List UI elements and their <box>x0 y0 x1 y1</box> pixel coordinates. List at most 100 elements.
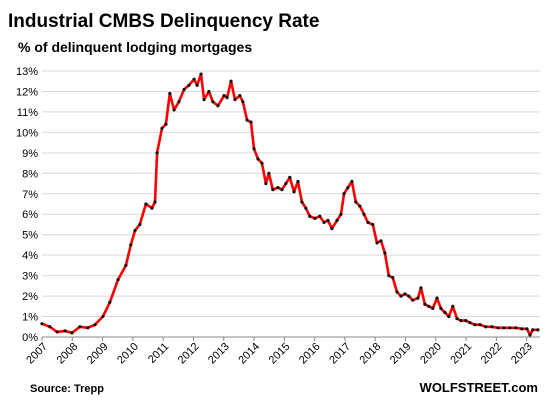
point <box>490 325 494 329</box>
point <box>168 91 172 96</box>
point <box>468 321 472 325</box>
point <box>225 96 229 100</box>
chart-title: Industrial CMBS Delinquency Rate <box>8 11 319 32</box>
point <box>443 310 447 315</box>
y-tick-label: 3% <box>22 271 38 283</box>
y-tick-label: 9% <box>22 148 38 160</box>
y-tick-label: 10% <box>16 127 38 139</box>
y-tick-label: 1% <box>22 312 38 324</box>
point <box>233 98 237 102</box>
point <box>264 181 268 186</box>
x-tick-label: 2015 <box>267 341 293 367</box>
chart-subtitle: % of delinquent lodging mortgages <box>18 39 252 55</box>
point <box>108 300 112 304</box>
point <box>419 286 423 290</box>
point <box>528 333 532 337</box>
point <box>366 220 370 225</box>
point <box>304 206 308 210</box>
point <box>375 241 379 245</box>
point <box>216 104 220 108</box>
point <box>48 325 52 329</box>
point <box>93 323 97 327</box>
point <box>252 147 256 151</box>
x-tick-label: 2014 <box>236 341 262 367</box>
x-tick-label: 2021 <box>448 341 474 367</box>
point <box>86 326 90 330</box>
point <box>455 316 459 321</box>
point <box>350 179 354 184</box>
y-tick-label: 6% <box>22 209 38 221</box>
point <box>199 72 203 76</box>
point <box>326 218 330 222</box>
point <box>371 222 375 227</box>
point <box>144 202 148 206</box>
point <box>153 200 157 204</box>
x-tick-label: 2012 <box>176 341 202 367</box>
point <box>241 100 245 104</box>
point <box>416 296 420 300</box>
x-tick-label: 2009 <box>85 341 111 367</box>
x-tick-label: 2016 <box>297 341 323 367</box>
x-tick-label: 2008 <box>55 341 81 367</box>
point <box>207 89 211 94</box>
brand: WOLFSTREET.com <box>420 380 538 395</box>
point <box>342 192 346 196</box>
point <box>288 175 292 179</box>
point <box>249 120 253 124</box>
point <box>435 296 439 300</box>
point <box>346 186 350 190</box>
point <box>459 319 463 323</box>
point <box>276 186 280 190</box>
point <box>520 327 524 331</box>
point <box>187 83 191 87</box>
x-tick-label: 2007 <box>24 341 50 367</box>
y-tick-label: 12% <box>16 86 38 98</box>
point <box>383 251 387 255</box>
point <box>133 229 137 233</box>
point <box>267 171 271 175</box>
x-tick-label: 2011 <box>146 341 171 366</box>
point <box>395 290 399 294</box>
y-tick-label: 0% <box>22 332 38 344</box>
y-tick-label: 4% <box>22 250 38 262</box>
point <box>502 326 506 330</box>
point <box>473 323 477 327</box>
y-tick-label: 8% <box>22 168 38 180</box>
point <box>423 302 427 306</box>
x-tick-label: 2020 <box>418 341 444 367</box>
point <box>478 323 482 327</box>
point <box>238 93 242 98</box>
point <box>496 326 500 330</box>
point <box>308 214 312 218</box>
y-tick-label: 7% <box>22 189 38 201</box>
point <box>531 328 535 332</box>
point <box>536 328 540 332</box>
y-tick-label: 13% <box>16 66 38 78</box>
y-tick-label: 2% <box>22 291 38 303</box>
point <box>379 239 383 243</box>
point <box>330 226 334 231</box>
point <box>182 87 186 92</box>
point <box>525 327 529 331</box>
point <box>229 79 233 83</box>
point <box>70 331 74 335</box>
point <box>63 329 67 333</box>
point <box>514 326 518 330</box>
point <box>280 188 284 192</box>
point <box>399 294 403 298</box>
point <box>256 157 260 161</box>
point <box>296 179 300 184</box>
point <box>245 118 249 122</box>
x-tick-label: 2022 <box>479 341 505 367</box>
y-tick-label: 5% <box>22 230 38 242</box>
x-tick-label: 2013 <box>206 341 232 367</box>
point <box>292 190 296 194</box>
point <box>464 319 468 323</box>
point <box>362 212 366 216</box>
point <box>387 274 391 278</box>
point <box>155 151 159 155</box>
point <box>335 218 339 222</box>
point <box>202 98 206 102</box>
point <box>313 216 317 220</box>
